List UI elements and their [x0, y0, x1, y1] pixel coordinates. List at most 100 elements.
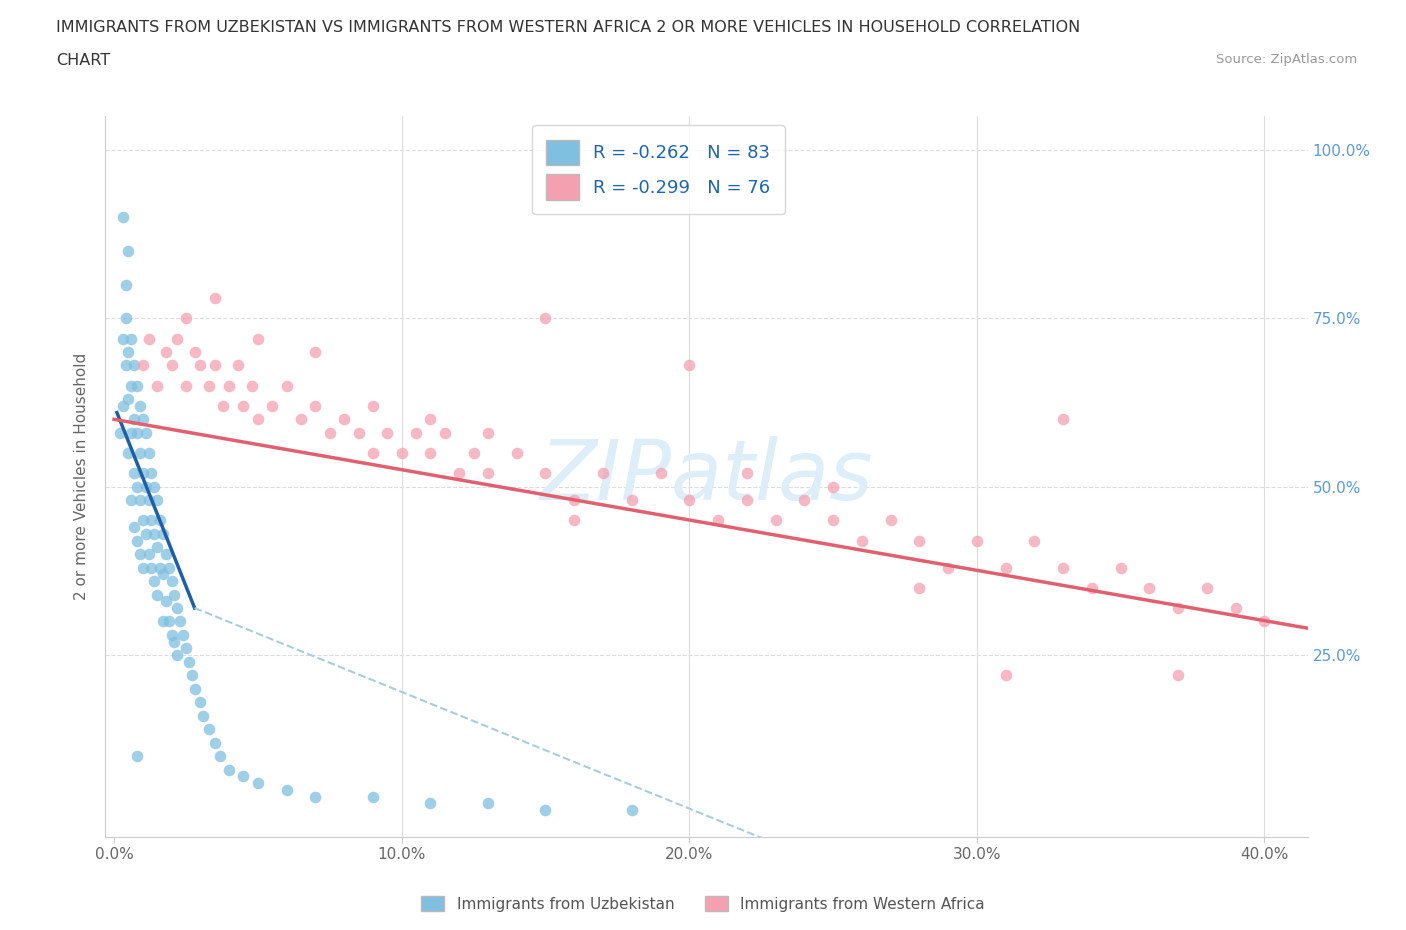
- Point: [129, 547, 152, 562]
- Point: [146, 587, 169, 602]
- Point: [735, 466, 758, 481]
- Point: [143, 526, 166, 541]
- Point: [174, 379, 197, 393]
- Point: [120, 379, 142, 393]
- Point: [391, 445, 413, 460]
- Point: [821, 513, 844, 528]
- Point: [160, 628, 183, 643]
- Point: [204, 736, 226, 751]
- Point: [879, 513, 901, 528]
- Point: [232, 769, 254, 784]
- Point: [157, 560, 180, 575]
- Point: [122, 358, 145, 373]
- Point: [246, 331, 269, 346]
- Point: [149, 513, 172, 528]
- Point: [262, 398, 284, 413]
- Point: [212, 398, 235, 413]
- Point: [127, 379, 149, 393]
- Point: [304, 398, 326, 413]
- Point: [117, 445, 139, 460]
- Point: [111, 398, 134, 413]
- Point: [707, 513, 730, 528]
- Point: [160, 358, 183, 373]
- Point: [117, 244, 139, 259]
- Point: [111, 210, 134, 225]
- Point: [562, 513, 585, 528]
- Text: ZIPatlas: ZIPatlas: [540, 436, 873, 517]
- Point: [405, 425, 427, 440]
- Point: [994, 560, 1017, 575]
- Point: [477, 796, 499, 811]
- Point: [174, 311, 197, 325]
- Point: [117, 392, 139, 406]
- Point: [304, 790, 326, 804]
- Point: [166, 647, 188, 662]
- Point: [155, 593, 177, 608]
- Text: CHART: CHART: [56, 53, 110, 68]
- Text: IMMIGRANTS FROM UZBEKISTAN VS IMMIGRANTS FROM WESTERN AFRICA 2 OR MORE VEHICLES : IMMIGRANTS FROM UZBEKISTAN VS IMMIGRANTS…: [56, 20, 1080, 35]
- Point: [204, 291, 226, 306]
- Point: [135, 526, 157, 541]
- Point: [163, 587, 186, 602]
- Point: [143, 479, 166, 494]
- Point: [276, 782, 298, 797]
- Point: [127, 749, 149, 764]
- Point: [169, 614, 191, 629]
- Point: [994, 668, 1017, 683]
- Point: [132, 358, 155, 373]
- Point: [246, 776, 269, 790]
- Point: [793, 493, 815, 508]
- Point: [120, 331, 142, 346]
- Point: [908, 533, 931, 548]
- Point: [117, 345, 139, 360]
- Point: [132, 513, 155, 528]
- Point: [620, 493, 643, 508]
- Point: [908, 580, 931, 595]
- Point: [232, 398, 254, 413]
- Point: [361, 790, 384, 804]
- Point: [155, 345, 177, 360]
- Point: [143, 574, 166, 589]
- Point: [114, 358, 136, 373]
- Point: [111, 331, 134, 346]
- Point: [183, 682, 205, 697]
- Point: [1024, 533, 1046, 548]
- Point: [1081, 580, 1104, 595]
- Point: [209, 749, 232, 764]
- Point: [361, 398, 384, 413]
- Point: [146, 379, 169, 393]
- Point: [180, 668, 202, 683]
- Point: [506, 445, 529, 460]
- Point: [463, 445, 485, 460]
- Point: [122, 520, 145, 535]
- Point: [1052, 560, 1074, 575]
- Point: [1139, 580, 1161, 595]
- Point: [141, 466, 163, 481]
- Point: [138, 493, 160, 508]
- Point: [449, 466, 471, 481]
- Point: [132, 466, 155, 481]
- Point: [204, 358, 226, 373]
- Point: [218, 763, 240, 777]
- Point: [198, 379, 221, 393]
- Point: [135, 479, 157, 494]
- Point: [177, 655, 200, 670]
- Point: [120, 425, 142, 440]
- Text: Source: ZipAtlas.com: Source: ZipAtlas.com: [1216, 53, 1357, 66]
- Point: [240, 379, 263, 393]
- Point: [534, 466, 557, 481]
- Point: [966, 533, 988, 548]
- Point: [1109, 560, 1132, 575]
- Point: [851, 533, 873, 548]
- Point: [166, 331, 188, 346]
- Point: [477, 425, 499, 440]
- Point: [132, 412, 155, 427]
- Y-axis label: 2 or more Vehicles in Household: 2 or more Vehicles in Household: [75, 353, 90, 600]
- Point: [152, 526, 174, 541]
- Point: [188, 358, 212, 373]
- Point: [361, 445, 384, 460]
- Point: [226, 358, 249, 373]
- Point: [765, 513, 787, 528]
- Point: [304, 345, 326, 360]
- Point: [188, 695, 212, 710]
